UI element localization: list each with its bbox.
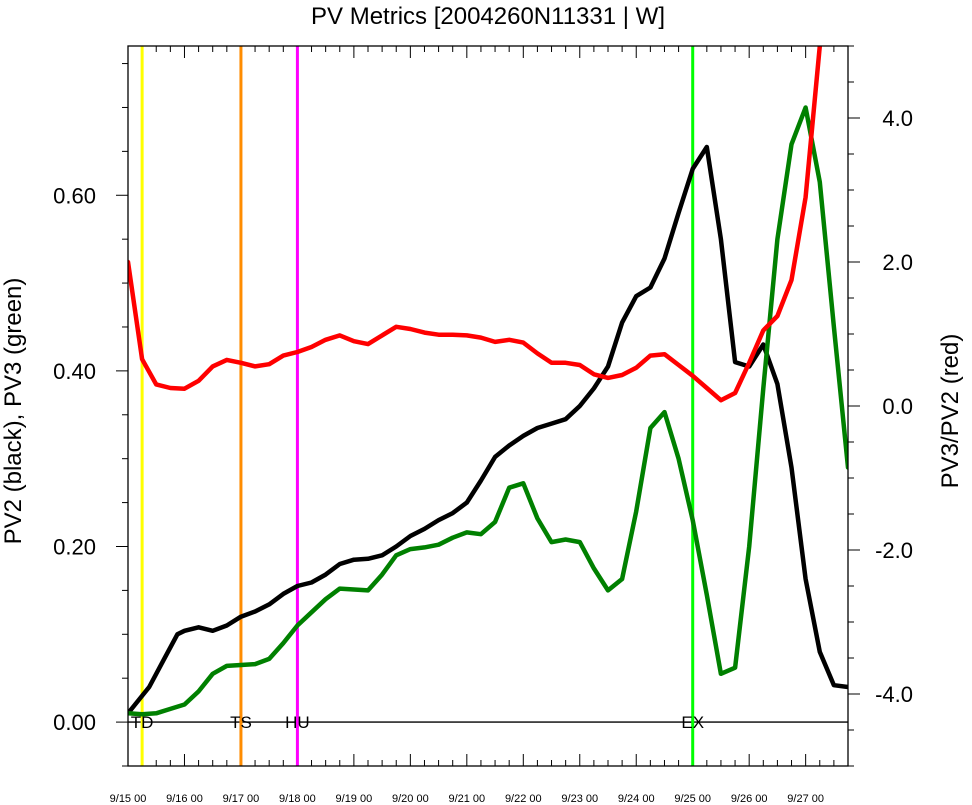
- tick-labels: TD TS HU EX 9/15 00 9/16 00 9/17 00 9/18 00 9/19…: [53, 106, 913, 805]
- x-tick-label: 9/19 00: [336, 793, 373, 805]
- x-tick-label: 9/23 00: [561, 793, 598, 805]
- x-tick-label: 9/20 00: [392, 793, 429, 805]
- x-tick-label: 9/22 00: [505, 793, 542, 805]
- event-label-ex: EX: [681, 713, 704, 732]
- axis-ticks: [116, 45, 860, 767]
- x-tick-label: 9/17 00: [223, 793, 260, 805]
- event-label-td: TD: [131, 713, 154, 732]
- y-right-tick-label: 4.0: [882, 106, 913, 131]
- y-left-tick-label: 0.60: [53, 183, 96, 208]
- series-lines: [128, 46, 848, 717]
- y-left-tick-label: 0.00: [53, 710, 96, 735]
- x-tick-label: 9/26 00: [731, 793, 768, 805]
- plot-frame: [127, 45, 849, 767]
- x-tick-label: 9/24 00: [618, 793, 655, 805]
- y-right-tick-label: -4.0: [875, 682, 913, 707]
- y-right-tick-label: 2.0: [882, 250, 913, 275]
- y-right-tick-label: 0.0: [882, 394, 913, 419]
- chart-title: PV Metrics [2004260N11331 | W]: [311, 3, 665, 30]
- event-markers: [140, 46, 695, 766]
- y-right-tick-label: -2.0: [875, 538, 913, 563]
- y-left-tick-label: 0.40: [53, 359, 96, 384]
- x-tick-label: 9/16 00: [166, 793, 203, 805]
- series-line-1: [128, 144, 848, 716]
- x-tick-label: 9/25 00: [674, 793, 711, 805]
- x-tick-label: 9/21 00: [448, 793, 485, 805]
- y-left-tick-label: 0.20: [53, 534, 96, 559]
- x-tick-label: 9/15 00: [110, 793, 147, 805]
- x-tick-label: 9/27 00: [787, 793, 824, 805]
- y-axis-label-right: PV3/PV2 (red): [937, 334, 964, 489]
- event-label-hu: HU: [285, 713, 310, 732]
- event-label-ts: TS: [230, 713, 252, 732]
- y-axis-label-left: PV2 (black), PV3 (green): [0, 278, 27, 545]
- series-line-3: [128, 46, 823, 403]
- series-line-2: [128, 105, 848, 717]
- x-tick-label: 9/18 00: [279, 793, 316, 805]
